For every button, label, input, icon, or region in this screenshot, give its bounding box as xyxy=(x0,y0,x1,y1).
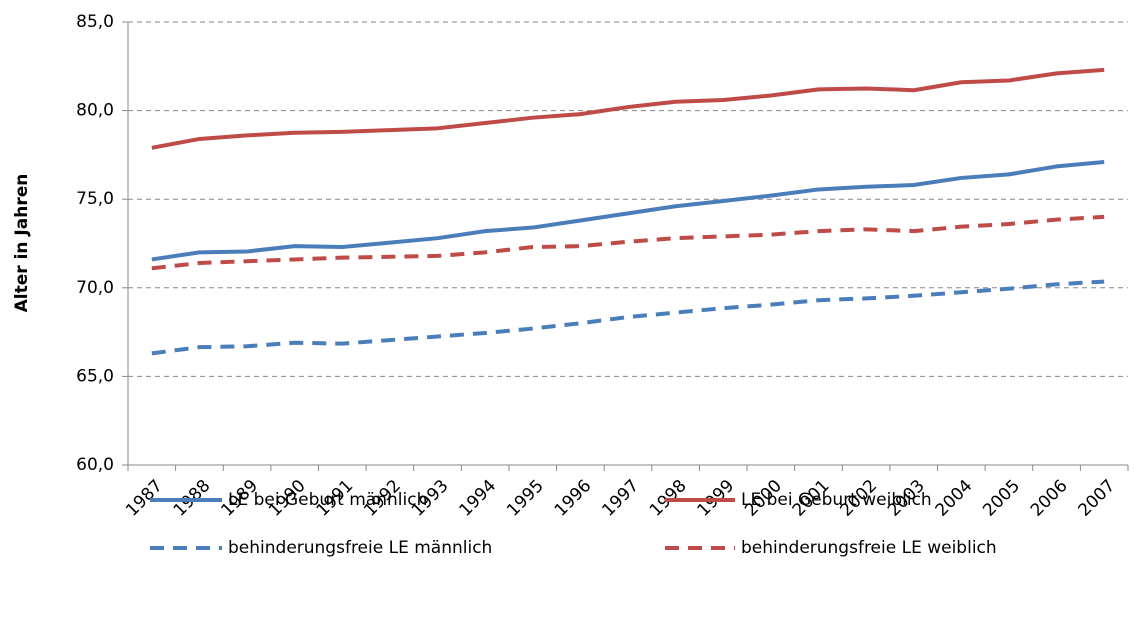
y-tick-label: 85,0 xyxy=(76,12,114,32)
y-axis-label: Alter in Jahren xyxy=(12,174,32,313)
y-tick-label: 70,0 xyxy=(76,278,114,298)
x-tick-label: 1994 xyxy=(455,476,500,521)
legend-label: behinderungsfreie LE männlich xyxy=(228,538,492,558)
series-line xyxy=(151,67,1105,150)
x-tick-label: 2006 xyxy=(1027,476,1072,521)
x-tick-label: 1996 xyxy=(551,476,596,521)
legend-label: LE bei Geburt männlich xyxy=(228,490,427,510)
x-tick-label: 2007 xyxy=(1075,476,1120,521)
series-line xyxy=(151,159,1105,262)
x-tick-label: 1997 xyxy=(598,476,643,521)
series-line xyxy=(151,214,1105,271)
legend-label: behinderungsfreie LE weiblich xyxy=(741,538,997,558)
x-tick-label: 1995 xyxy=(503,476,548,521)
x-tick-label: 2004 xyxy=(932,476,977,521)
x-tick-label: 2005 xyxy=(979,476,1024,521)
y-tick-label: 60,0 xyxy=(76,455,114,475)
y-tick-label: 80,0 xyxy=(76,101,114,121)
y-tick-label: 65,0 xyxy=(76,366,114,386)
legend-label: LE bei Geburt weiblich xyxy=(741,490,932,510)
y-tick-label: 75,0 xyxy=(76,189,114,209)
series-line xyxy=(151,279,1105,356)
